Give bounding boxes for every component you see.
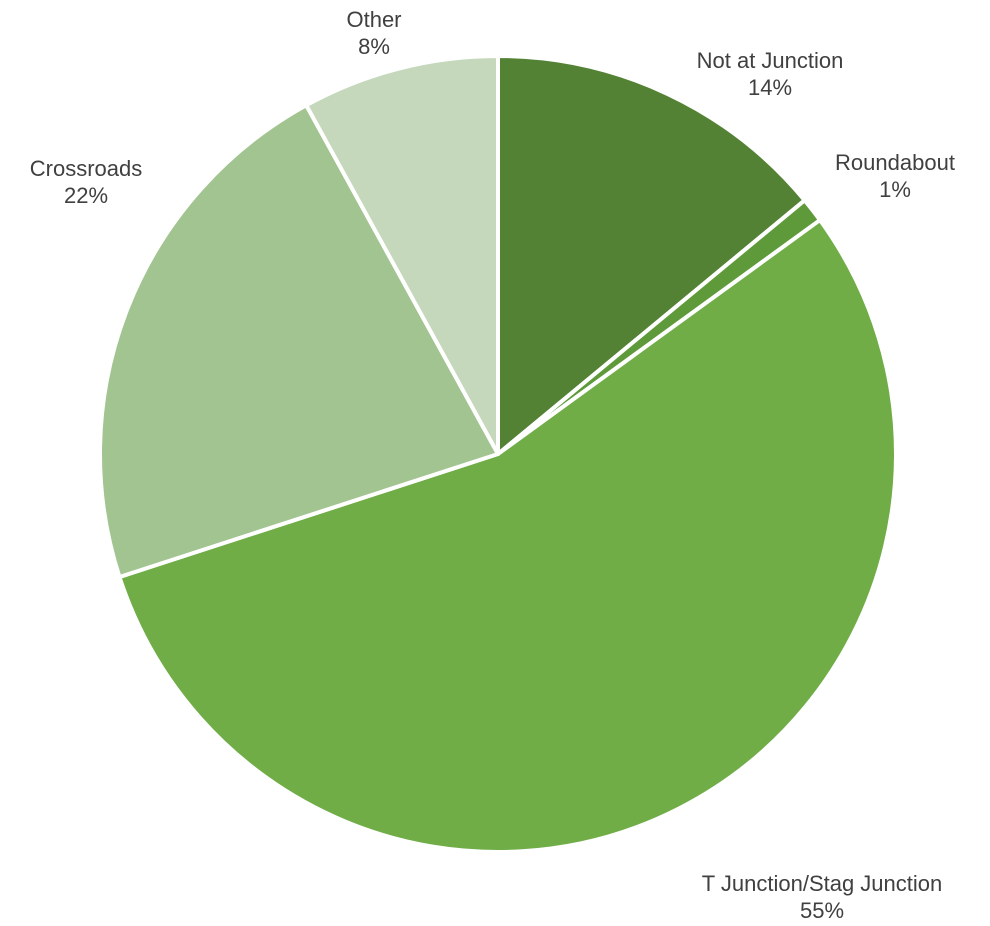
- slice-label-name: Crossroads: [30, 156, 142, 181]
- slice-label: Roundabout 1%: [835, 150, 955, 202]
- slice-label-name: T Junction/Stag Junction: [702, 871, 943, 896]
- slice-label: Not at Junction 14%: [697, 48, 844, 100]
- pie-slice-not-at-junction: [496, 54, 807, 456]
- slice-label-name: Roundabout: [835, 150, 955, 175]
- slice-label-value: 22%: [64, 183, 108, 208]
- slice-label-value: 55%: [800, 898, 844, 923]
- pie-slice-t-junction-stag-junction: [117, 218, 898, 854]
- pie-slice-other: [304, 54, 500, 456]
- slice-label: Crossroads 22%: [30, 156, 142, 208]
- slice-label-value: 14%: [748, 75, 792, 100]
- slice-label: T Junction/Stag Junction 55%: [702, 871, 943, 923]
- slice-label-value: 1%: [879, 177, 911, 202]
- slice-label-name: Not at Junction: [697, 48, 844, 73]
- pie-slice-crossroads: [98, 103, 500, 579]
- pie-labels: Not at Junction 14% Roundabout 1% T Junction…: [30, 7, 955, 923]
- pie-slices: [98, 54, 898, 854]
- slice-label-value: 8%: [358, 34, 390, 59]
- slice-label: Other 8%: [346, 7, 401, 59]
- slice-label-name: Other: [346, 7, 401, 32]
